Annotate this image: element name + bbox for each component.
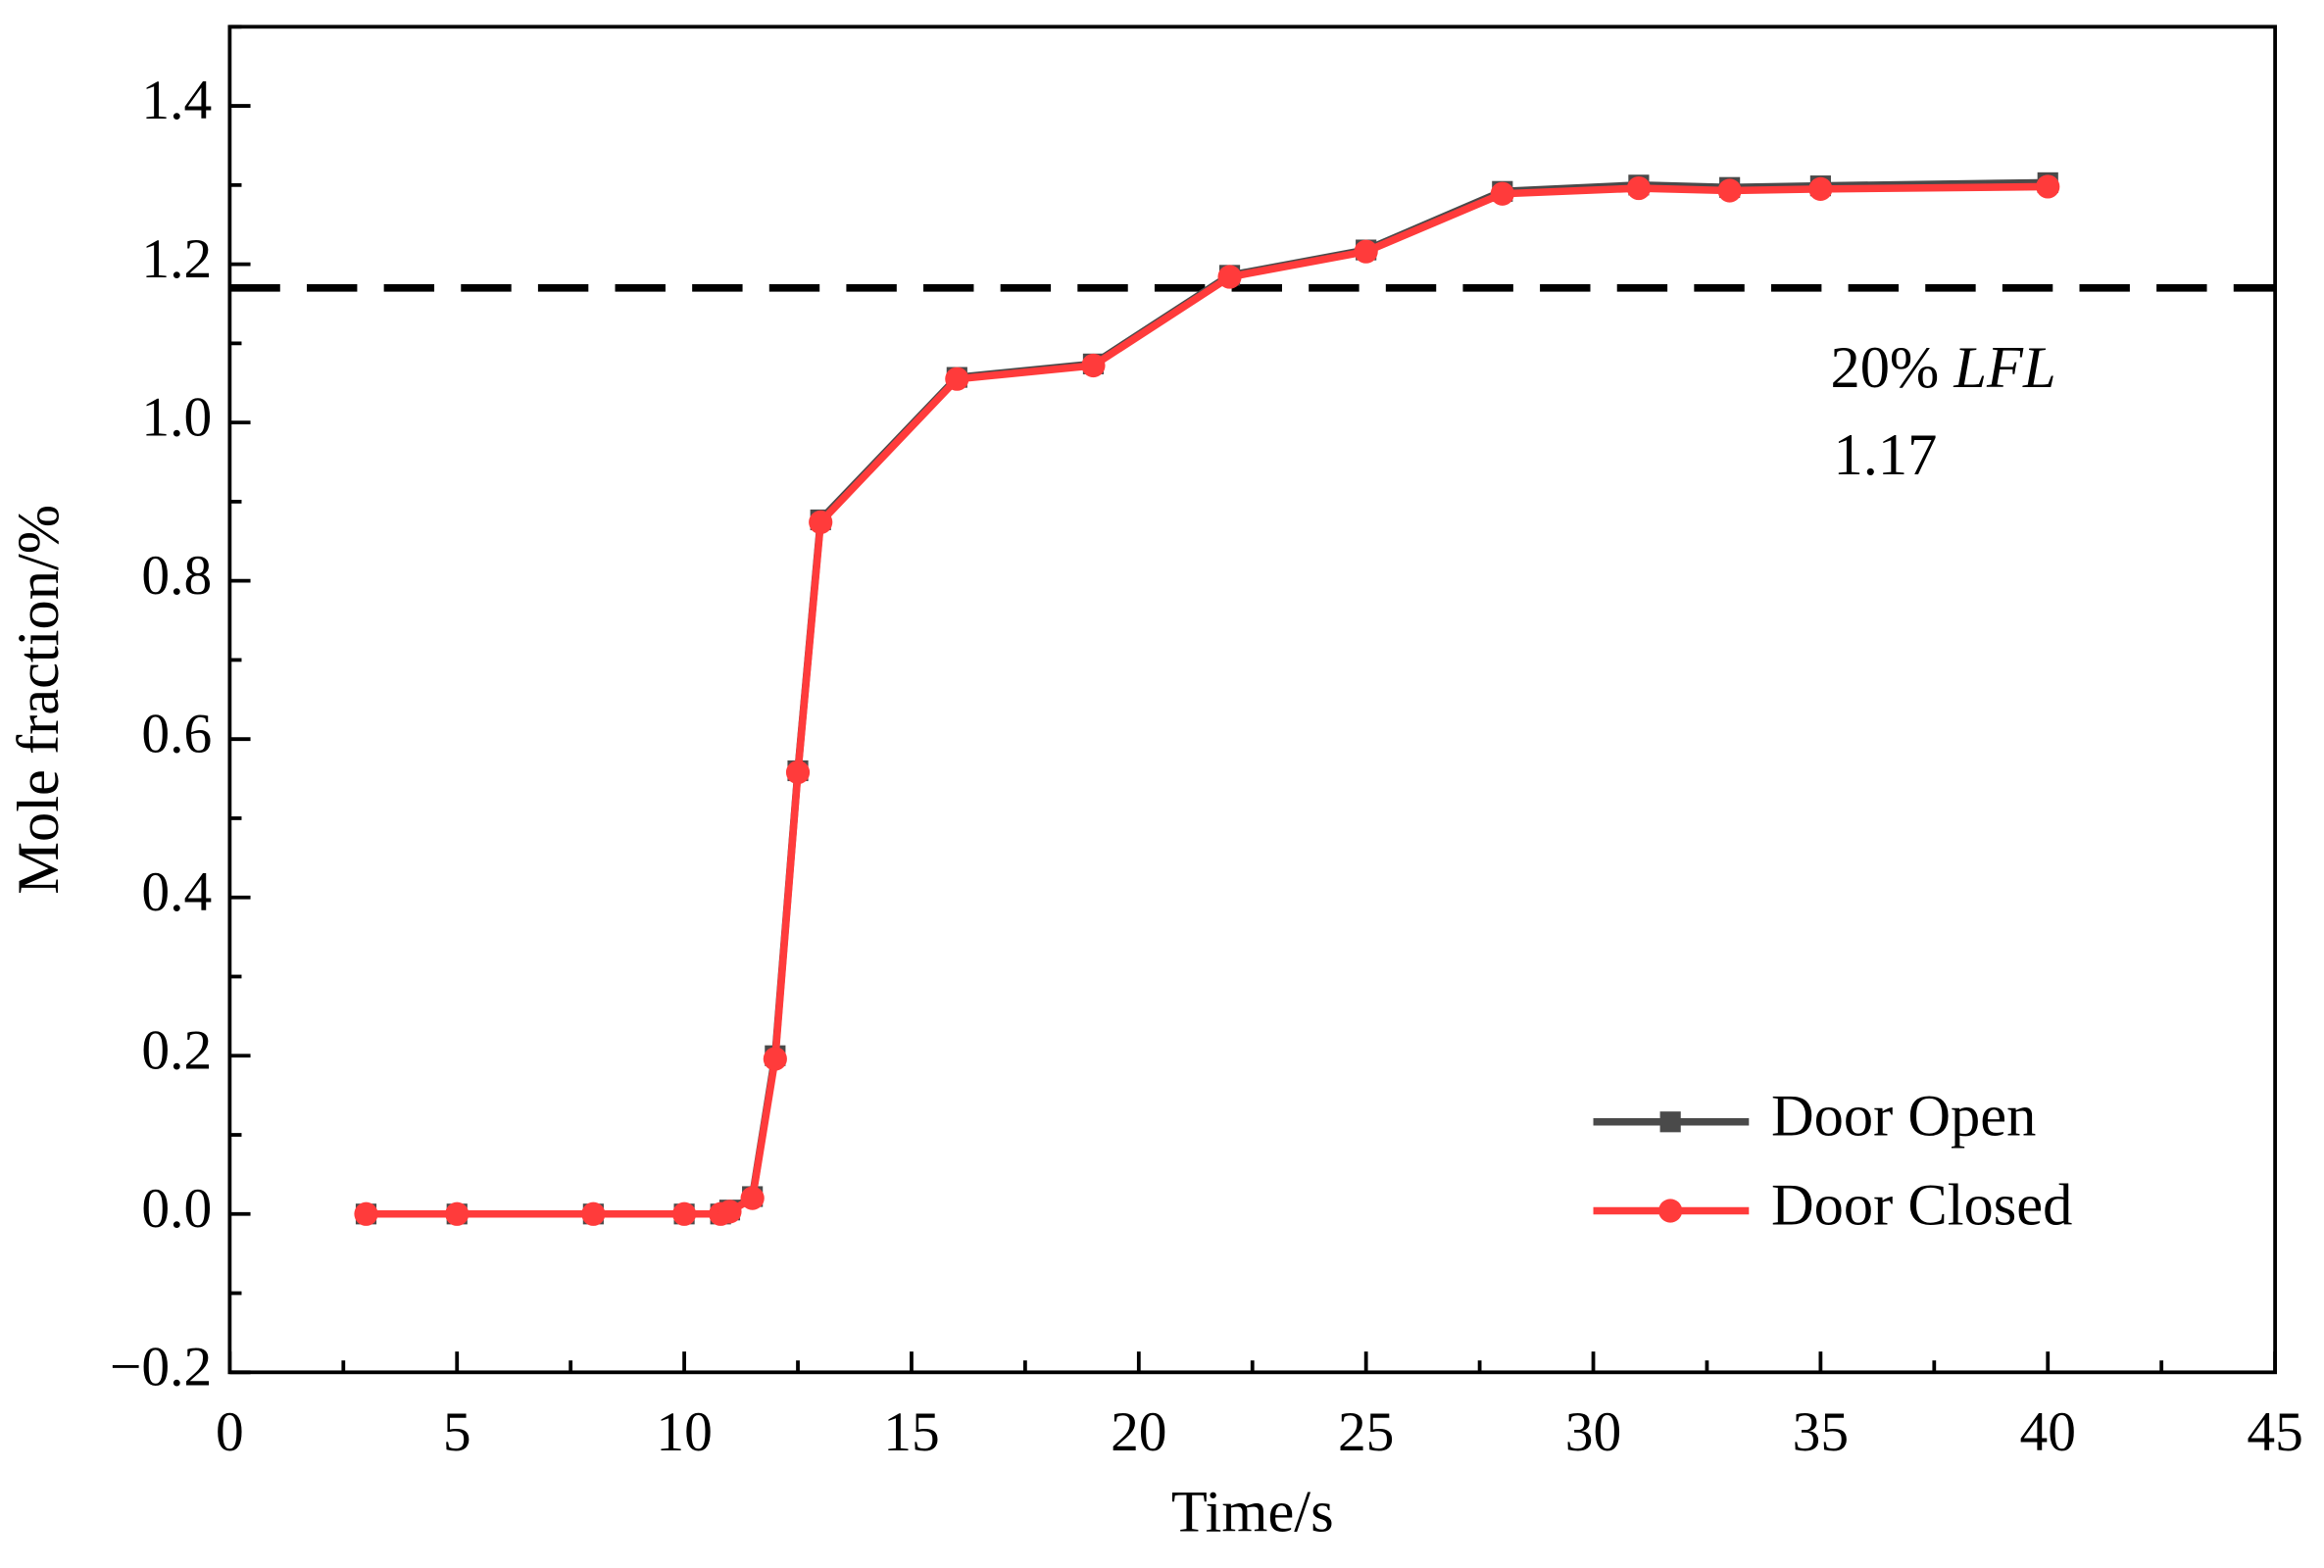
y-tick-label: 0.6 — [141, 703, 212, 764]
plot-frame — [227, 24, 2277, 1375]
y-tick-label: 0.8 — [141, 545, 212, 607]
series-line — [366, 178, 2049, 1218]
x-tick-label: 45 — [2247, 1401, 2302, 1463]
y-tick-label: 1.4 — [141, 70, 212, 131]
x-tick-label: 25 — [1338, 1401, 1394, 1463]
legend-marker — [1658, 1199, 1683, 1223]
x-axis-label: Time/s — [1171, 1479, 1334, 1544]
marker — [1808, 176, 1833, 201]
x-tick-label: 5 — [443, 1401, 471, 1463]
reference-value: 1.17 — [1833, 422, 1937, 488]
marker — [785, 760, 811, 785]
legend-label: Door Closed — [1771, 1172, 2072, 1238]
series — [355, 172, 2058, 1225]
y-tick-label: 0.0 — [141, 1178, 212, 1240]
marker — [445, 1201, 470, 1226]
y-axis-label: Mole fraction/% — [6, 505, 72, 895]
reference-label: 20% LFL — [1830, 335, 2055, 401]
x-tick-label: 40 — [2020, 1401, 2076, 1463]
marker — [1626, 175, 1651, 201]
marker — [671, 1201, 697, 1226]
y-tick-label: 1.0 — [141, 386, 212, 448]
x-tick-label: 10 — [656, 1401, 712, 1463]
x-tick-label: 0 — [216, 1401, 244, 1463]
marker — [809, 510, 833, 534]
reference-label-lfl: LFL — [1953, 335, 2055, 401]
marker — [740, 1186, 765, 1210]
marker — [1490, 181, 1514, 206]
marker — [717, 1200, 742, 1224]
legend-marker — [1659, 1111, 1681, 1133]
marker — [354, 1201, 378, 1226]
marker — [581, 1201, 606, 1226]
y-tick-label: 0.4 — [141, 861, 212, 923]
x-tick-label: 30 — [1565, 1401, 1621, 1463]
legend-label: Door Open — [1771, 1084, 2036, 1150]
marker — [1717, 178, 1742, 203]
marker — [1217, 265, 1242, 289]
marker — [763, 1047, 787, 1071]
marker — [945, 367, 969, 391]
marker — [1354, 239, 1378, 264]
reference-label-percent: 20% — [1830, 335, 1939, 401]
x-tick-label: 20 — [1111, 1401, 1166, 1463]
marker — [2036, 174, 2060, 199]
series — [354, 174, 2060, 1226]
x-tick-label: 35 — [1793, 1401, 1849, 1463]
y-tick-label: 0.2 — [141, 1019, 212, 1081]
y-tick-label: −0.2 — [110, 1336, 212, 1397]
series-line — [366, 182, 2049, 1218]
marker — [1081, 353, 1106, 378]
y-tick-label: 1.2 — [141, 228, 212, 290]
x-tick-label: 15 — [883, 1401, 939, 1463]
